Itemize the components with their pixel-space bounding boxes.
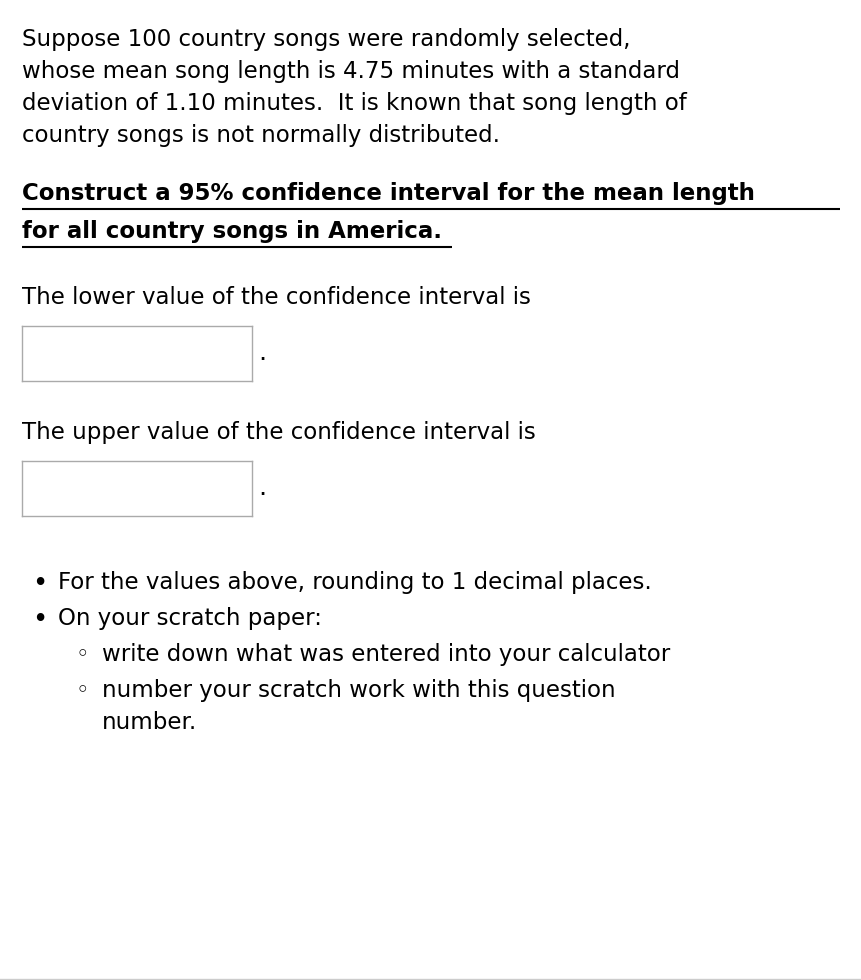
Text: •: •: [32, 607, 47, 633]
Text: The lower value of the confidence interval is: The lower value of the confidence interv…: [22, 286, 530, 309]
Text: write down what was entered into your calculator: write down what was entered into your ca…: [102, 643, 670, 666]
Text: country songs is not normally distributed.: country songs is not normally distribute…: [22, 124, 499, 147]
Text: •: •: [32, 571, 47, 597]
Text: Suppose 100 country songs were randomly selected,: Suppose 100 country songs were randomly …: [22, 28, 629, 51]
Text: For the values above, rounding to 1 decimal places.: For the values above, rounding to 1 deci…: [58, 571, 651, 594]
Text: number your scratch work with this question: number your scratch work with this quest…: [102, 679, 615, 702]
Text: The upper value of the confidence interval is: The upper value of the confidence interv…: [22, 421, 536, 444]
Text: ◦: ◦: [76, 643, 90, 666]
Text: ◦: ◦: [76, 679, 90, 702]
Text: .: .: [257, 475, 266, 501]
Text: deviation of 1.10 minutes.  It is known that song length of: deviation of 1.10 minutes. It is known t…: [22, 92, 686, 115]
Text: number.: number.: [102, 711, 197, 734]
Text: for all country songs in America.: for all country songs in America.: [22, 220, 442, 243]
Text: On your scratch paper:: On your scratch paper:: [58, 607, 321, 630]
Text: .: .: [257, 340, 266, 366]
Text: Construct a 95% confidence interval for the mean length: Construct a 95% confidence interval for …: [22, 182, 754, 205]
Text: whose mean song length is 4.75 minutes with a standard: whose mean song length is 4.75 minutes w…: [22, 60, 679, 83]
